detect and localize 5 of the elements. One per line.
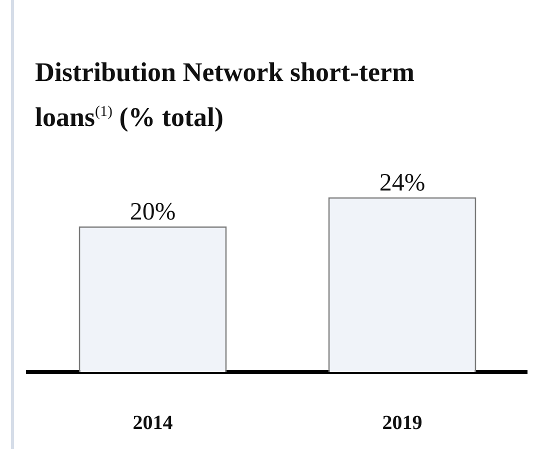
data-label: 20% <box>130 198 176 226</box>
x-tick-label: 2019 <box>382 412 422 434</box>
data-label: 24% <box>379 169 426 196</box>
x-tick-label: 2014 <box>132 412 173 434</box>
chart-title: Distribution Network short-term loans$^{(1)}$ (% total) <box>35 56 416 134</box>
